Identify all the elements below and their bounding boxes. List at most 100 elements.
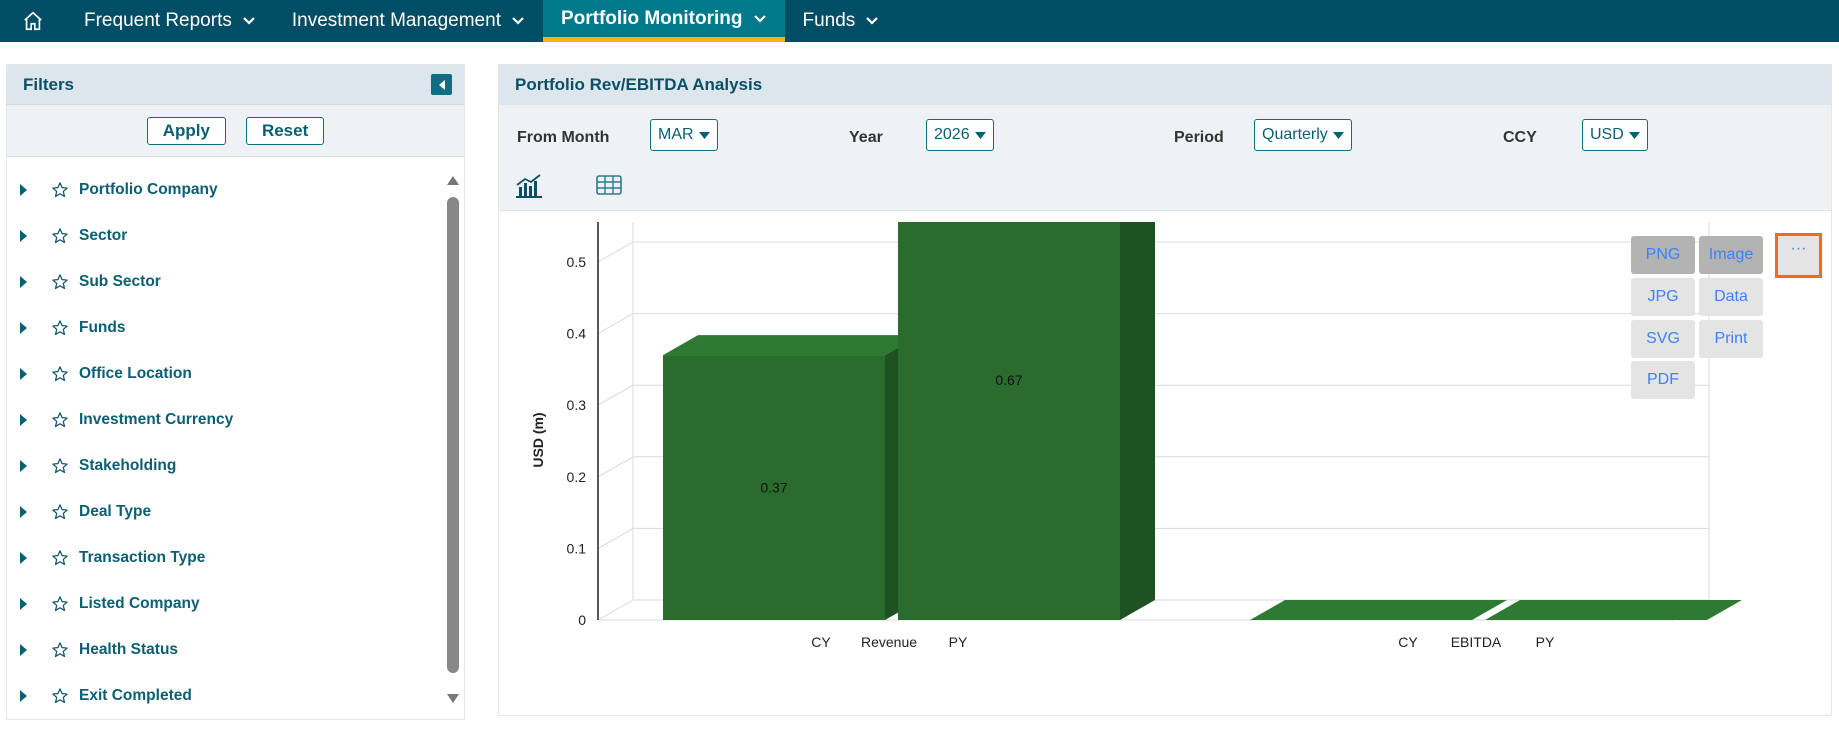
filter-item[interactable]: Sector [7, 213, 437, 259]
home-button[interactable] [0, 0, 66, 42]
filters-actions: Apply Reset [7, 105, 464, 157]
y-tick-label: 0.1 [567, 540, 587, 556]
main-panel: Portfolio Rev/EBITDA Analysis From Month… [498, 64, 1832, 716]
expand-caret-icon[interactable] [19, 413, 33, 427]
export-image-button[interactable]: Image [1699, 236, 1763, 274]
from-month-label: From Month [517, 129, 610, 146]
from-month-value: MAR [658, 126, 694, 143]
expand-caret-icon[interactable] [19, 597, 33, 611]
filter-scrollbar[interactable] [446, 175, 460, 705]
x-tick-label: PY [949, 634, 968, 650]
filter-item-label: Deal Type [79, 503, 152, 520]
period-select[interactable]: Quarterly [1254, 119, 1352, 151]
chevron-down-icon [242, 16, 256, 26]
year-value: 2026 [934, 126, 970, 143]
export-data-button[interactable]: Data [1699, 278, 1763, 316]
period-label: Period [1174, 129, 1224, 146]
export-svg-button[interactable]: SVG [1631, 320, 1695, 358]
star-icon[interactable] [51, 549, 69, 567]
expand-caret-icon[interactable] [19, 505, 33, 519]
chart-view-button[interactable] [515, 173, 543, 204]
bar-top [663, 335, 920, 356]
filter-item-label: Transaction Type [79, 549, 206, 566]
expand-caret-icon[interactable] [19, 275, 33, 289]
reset-button[interactable]: Reset [245, 116, 325, 145]
filters-header: Filters [7, 65, 464, 105]
x-tick-label: CY [1398, 634, 1418, 650]
x-group-label: Revenue [861, 634, 917, 650]
star-icon[interactable] [51, 273, 69, 291]
expand-caret-icon[interactable] [19, 183, 33, 197]
filter-item[interactable]: Office Location [7, 351, 437, 397]
filter-item[interactable]: Sub Sector [7, 259, 437, 305]
chevron-down-icon [511, 16, 525, 26]
filter-item[interactable]: Transaction Type [7, 535, 437, 581]
filter-item[interactable]: Exit Completed [7, 673, 437, 719]
from-month-select[interactable]: MAR [650, 119, 718, 151]
grid-line [597, 313, 634, 335]
y-tick-label: 0 [578, 612, 586, 628]
bar-top [1250, 600, 1507, 620]
star-icon[interactable] [51, 595, 69, 613]
top-nav: Frequent Reports Investment Management P… [0, 0, 1839, 42]
export-print-button[interactable]: Print [1699, 320, 1763, 358]
more-options-button[interactable]: ··· [1775, 233, 1822, 278]
filter-item[interactable]: Portfolio Company [7, 167, 437, 213]
expand-caret-icon[interactable] [19, 689, 33, 703]
export-png-button[interactable]: PNG [1631, 236, 1695, 274]
filter-item[interactable]: Investment Currency [7, 397, 437, 443]
dropdown-caret-icon [698, 131, 710, 139]
expand-caret-icon[interactable] [19, 367, 33, 381]
nav-label: Frequent Reports [84, 10, 232, 31]
star-icon[interactable] [51, 457, 69, 475]
expand-caret-icon[interactable] [19, 229, 33, 243]
chevron-down-icon [865, 16, 879, 26]
star-icon[interactable] [51, 641, 69, 659]
apply-button[interactable]: Apply [146, 116, 226, 145]
expand-caret-icon[interactable] [19, 551, 33, 565]
expand-caret-icon[interactable] [19, 643, 33, 657]
star-icon[interactable] [51, 365, 69, 383]
star-icon[interactable] [51, 181, 69, 199]
filter-item[interactable]: Deal Type [7, 489, 437, 535]
chevron-down-icon [753, 14, 767, 24]
ccy-label: CCY [1503, 129, 1537, 146]
filter-item[interactable]: Health Status [7, 627, 437, 673]
filter-item-label: Sub Sector [79, 273, 161, 290]
star-icon[interactable] [51, 503, 69, 521]
table-view-button[interactable] [595, 173, 623, 202]
nav-frequent-reports[interactable]: Frequent Reports [66, 0, 274, 42]
filter-list: Portfolio Company Sector Sub Sector Funds Of… [7, 167, 437, 719]
star-icon[interactable] [51, 319, 69, 337]
filter-item-label: Stakeholding [79, 457, 177, 474]
filter-item-label: Sector [79, 227, 128, 244]
star-icon[interactable] [51, 411, 69, 429]
expand-caret-icon[interactable] [19, 321, 33, 335]
expand-caret-icon[interactable] [19, 459, 33, 473]
star-icon[interactable] [51, 227, 69, 245]
star-icon[interactable] [51, 687, 69, 705]
nav-investment-management[interactable]: Investment Management [274, 0, 543, 42]
ccy-select[interactable]: USD [1582, 119, 1648, 151]
year-select[interactable]: 2026 [926, 119, 994, 151]
grid-line [597, 384, 634, 406]
x-tick-label: CY [811, 634, 831, 650]
x-group-label: EBITDA [1451, 634, 1502, 650]
export-jpg-button[interactable]: JPG [1631, 278, 1695, 316]
scroll-down-arrow-icon[interactable] [446, 693, 460, 705]
nav-portfolio-monitoring[interactable]: Portfolio Monitoring [542, 0, 785, 42]
nav-funds[interactable]: Funds [785, 0, 898, 42]
scroll-up-arrow-icon[interactable] [446, 175, 460, 187]
caret-left-icon [438, 79, 445, 90]
y-tick-label: 0.5 [567, 254, 587, 270]
filter-item[interactable]: Funds [7, 305, 437, 351]
chart-icon [516, 174, 542, 198]
scroll-thumb[interactable] [447, 197, 459, 673]
export-pdf-button[interactable]: PDF [1631, 361, 1695, 399]
grid-line [597, 527, 634, 549]
filter-item[interactable]: Listed Company [7, 581, 437, 627]
nav-label: Funds [802, 10, 856, 31]
filter-item-label: Funds [79, 319, 126, 336]
collapse-filters-button[interactable] [431, 74, 452, 95]
filter-item[interactable]: Stakeholding [7, 443, 437, 489]
